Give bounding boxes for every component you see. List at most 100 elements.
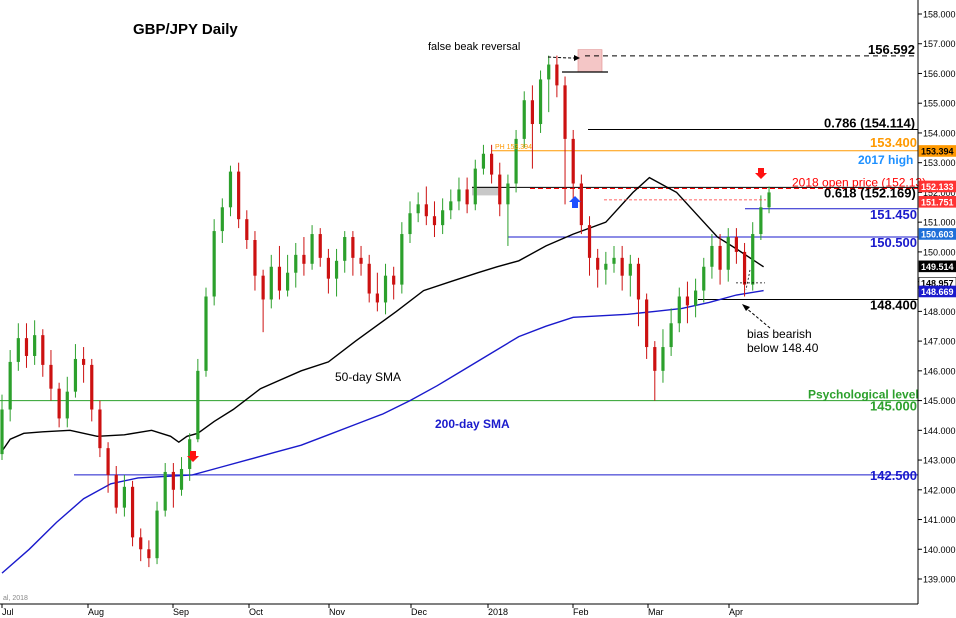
price-tag-label-2: 151.751 <box>921 197 954 207</box>
level-label-4: 0.618 (152.169) <box>824 185 916 200</box>
candle-body <box>685 296 690 306</box>
level-label-7: 148.400 <box>870 297 917 312</box>
x-tick-label: Aug <box>88 607 104 617</box>
candle-body <box>441 210 445 226</box>
candle-body <box>163 471 167 511</box>
annotation-0: false beak reversal <box>428 41 520 53</box>
price-tag-1 <box>918 180 956 193</box>
false-break-box <box>577 49 603 73</box>
red-down-arrow-apr <box>755 168 767 179</box>
candle-body <box>702 266 706 291</box>
candle-body <box>449 201 453 211</box>
candle-body <box>522 100 526 139</box>
y-tick-label: 141.000 <box>923 515 956 525</box>
candle-body <box>563 85 567 139</box>
y-tick-label: 148.000 <box>923 307 956 317</box>
x-tick-label: Oct <box>249 607 264 617</box>
candle-body <box>620 257 624 276</box>
candle-body <box>114 474 118 508</box>
candle-body <box>41 335 45 365</box>
candle-body <box>228 171 233 208</box>
candle-body <box>212 231 216 297</box>
candle-body <box>457 189 461 202</box>
candle-body <box>82 358 86 365</box>
y-tick-label: 155.000 <box>923 99 956 109</box>
candle-body <box>514 138 518 184</box>
y-tick-label: 157.000 <box>923 39 956 49</box>
annotation-4: below 148.40 <box>747 341 819 355</box>
sma-line-0 <box>1 176 764 452</box>
y-tick-label: 142.000 <box>923 485 956 495</box>
x-tick-label: Apr <box>729 607 743 617</box>
candle-body <box>751 234 755 285</box>
price-tag-label-0: 153.394 <box>921 146 954 156</box>
price-tag-label-5: 148.957 <box>921 278 954 288</box>
level-label-2: 153.400 <box>870 135 917 150</box>
x-tick-label: Jul <box>2 607 14 617</box>
candle-body <box>220 207 224 232</box>
candle-body <box>122 486 126 508</box>
x-tick-label: Nov <box>329 607 346 617</box>
price-tag-label-4: 149.514 <box>921 262 954 272</box>
price-tag-label-1: 152.133 <box>921 182 954 192</box>
candle-body <box>351 237 355 258</box>
candle-body <box>530 100 534 125</box>
candle-body <box>612 257 616 264</box>
candle-body <box>400 234 404 285</box>
candle-body <box>726 237 730 270</box>
candle-body <box>326 257 330 279</box>
candle-body <box>408 213 412 235</box>
y-tick-label: 140.000 <box>923 545 956 555</box>
level-label-9: 142.500 <box>870 468 917 483</box>
price-tag-0 <box>918 145 956 157</box>
blue-up-arrow <box>569 196 581 208</box>
candle-body <box>90 364 94 410</box>
candle-body <box>245 219 249 240</box>
leader-bias-head <box>742 304 750 311</box>
price-tag-3 <box>918 228 956 240</box>
y-tick-label: 150.000 <box>923 247 956 257</box>
leader-bias <box>745 307 771 329</box>
candle-body <box>33 335 37 356</box>
candle-body <box>237 171 241 220</box>
price-tag-2 <box>918 196 956 208</box>
candle-body <box>8 361 12 410</box>
level-label-8: 145.000 <box>870 399 917 414</box>
candle-body <box>310 234 314 264</box>
candle-body <box>16 338 20 362</box>
candle-body <box>555 64 559 86</box>
y-tick-label: 151.000 <box>923 218 956 228</box>
annotation-3: bias bearish <box>747 327 812 341</box>
candle-body <box>261 275 265 300</box>
chart-title: GBP/JPY Daily <box>133 21 238 38</box>
candle-body <box>65 391 69 419</box>
y-tick-label: 143.000 <box>923 456 956 466</box>
candle-body <box>579 183 583 226</box>
candle-body <box>375 293 379 303</box>
candle-body <box>343 237 347 261</box>
candle-body <box>24 338 29 356</box>
candle-body <box>302 254 306 264</box>
candle-body <box>253 240 257 276</box>
candle-body <box>596 257 600 270</box>
candle-body <box>383 275 388 303</box>
candle-body <box>318 234 322 258</box>
candle-body <box>155 510 159 559</box>
candle-body <box>645 299 649 348</box>
candle-body <box>277 266 282 291</box>
candle-body <box>269 266 273 300</box>
candle-body <box>147 549 151 559</box>
y-tick-label: 147.000 <box>923 337 956 347</box>
leader-pullback <box>745 269 751 291</box>
y-tick-label: 153.000 <box>923 158 956 168</box>
candle-body <box>661 347 665 371</box>
x-tick-label: Mar <box>648 607 664 617</box>
candle-body <box>424 204 428 217</box>
candle-body <box>57 388 61 419</box>
candle-body <box>506 183 510 205</box>
candle-body <box>179 468 184 490</box>
candle-body <box>653 347 657 371</box>
x-tick-label: Sep <box>173 607 189 617</box>
